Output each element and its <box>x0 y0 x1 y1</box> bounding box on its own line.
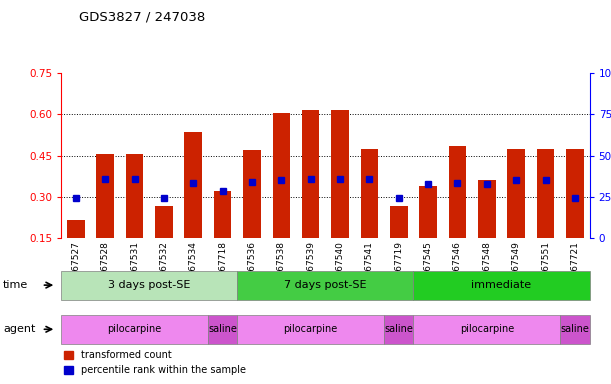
Bar <box>273 113 290 238</box>
Bar <box>390 207 408 238</box>
Text: pilocarpine: pilocarpine <box>108 324 162 334</box>
Bar <box>537 149 554 238</box>
Bar <box>155 207 173 238</box>
Text: time: time <box>3 280 28 290</box>
Bar <box>302 110 320 238</box>
Bar <box>566 149 584 238</box>
Text: agent: agent <box>3 324 35 334</box>
Bar <box>185 132 202 238</box>
Bar <box>448 146 466 238</box>
Bar <box>419 186 437 238</box>
Bar <box>97 154 114 238</box>
Bar <box>507 149 525 238</box>
Text: saline: saline <box>208 324 237 334</box>
Bar <box>243 150 261 238</box>
Bar <box>331 110 349 238</box>
Text: 7 days post-SE: 7 days post-SE <box>284 280 367 290</box>
Bar <box>214 191 232 238</box>
Text: immediate: immediate <box>472 280 532 290</box>
Text: pilocarpine: pilocarpine <box>284 324 338 334</box>
Bar <box>478 180 496 238</box>
Bar <box>360 149 378 238</box>
Text: GDS3827 / 247038: GDS3827 / 247038 <box>79 11 206 24</box>
Text: saline: saline <box>384 324 413 334</box>
Legend: transformed count, percentile rank within the sample: transformed count, percentile rank withi… <box>60 346 250 379</box>
Text: pilocarpine: pilocarpine <box>459 324 514 334</box>
Bar <box>67 220 84 238</box>
Text: saline: saline <box>560 324 590 334</box>
Bar <box>126 154 144 238</box>
Text: 3 days post-SE: 3 days post-SE <box>108 280 191 290</box>
